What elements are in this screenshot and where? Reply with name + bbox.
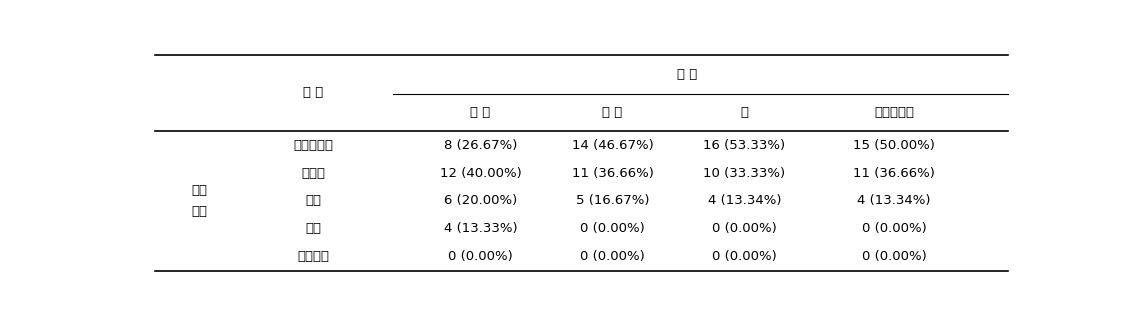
- Text: 향 기: 향 기: [603, 106, 623, 119]
- Text: 보통: 보통: [305, 194, 321, 207]
- Text: 매우좋다: 매우좋다: [297, 250, 329, 263]
- Text: 4 (13.34%): 4 (13.34%): [857, 194, 931, 207]
- Text: 0 (0.00%): 0 (0.00%): [448, 250, 513, 263]
- Text: 0 (0.00%): 0 (0.00%): [580, 250, 645, 263]
- Text: 0 (0.00%): 0 (0.00%): [580, 222, 645, 235]
- Text: 5 (16.67%): 5 (16.67%): [575, 194, 649, 207]
- Text: 0 (0.00%): 0 (0.00%): [861, 250, 926, 263]
- Text: 4 (13.34%): 4 (13.34%): [707, 194, 781, 207]
- Text: 맛: 맛: [740, 106, 748, 119]
- Text: 8 (26.67%): 8 (26.67%): [444, 139, 518, 152]
- Text: 0 (0.00%): 0 (0.00%): [712, 222, 776, 235]
- Text: 0 (0.00%): 0 (0.00%): [861, 222, 926, 235]
- Text: 15 (50.00%): 15 (50.00%): [854, 139, 935, 152]
- Text: 14 (46.67%): 14 (46.67%): [572, 139, 654, 152]
- Text: 11 (36.66%): 11 (36.66%): [854, 167, 935, 180]
- Text: 11 (36.66%): 11 (36.66%): [572, 167, 654, 180]
- Text: 구 분: 구 분: [303, 87, 323, 100]
- Text: 액상
제형: 액상 제형: [191, 184, 207, 218]
- Text: 12 (40.00%): 12 (40.00%): [439, 167, 521, 180]
- Text: 특 징: 특 징: [678, 68, 697, 81]
- Text: 10 (33.33%): 10 (33.33%): [704, 167, 785, 180]
- Text: 별로다: 별로다: [302, 167, 326, 180]
- Text: 16 (53.33%): 16 (53.33%): [704, 139, 785, 152]
- Text: 0 (0.00%): 0 (0.00%): [712, 250, 776, 263]
- Text: 좋다: 좋다: [305, 222, 321, 235]
- Text: 6 (20.00%): 6 (20.00%): [444, 194, 518, 207]
- Text: 성 상: 성 상: [470, 106, 490, 119]
- Text: 4 (13.33%): 4 (13.33%): [444, 222, 518, 235]
- Text: 매우별로다: 매우별로다: [294, 139, 334, 152]
- Text: 복용후느낄: 복용후느낄: [874, 106, 914, 119]
